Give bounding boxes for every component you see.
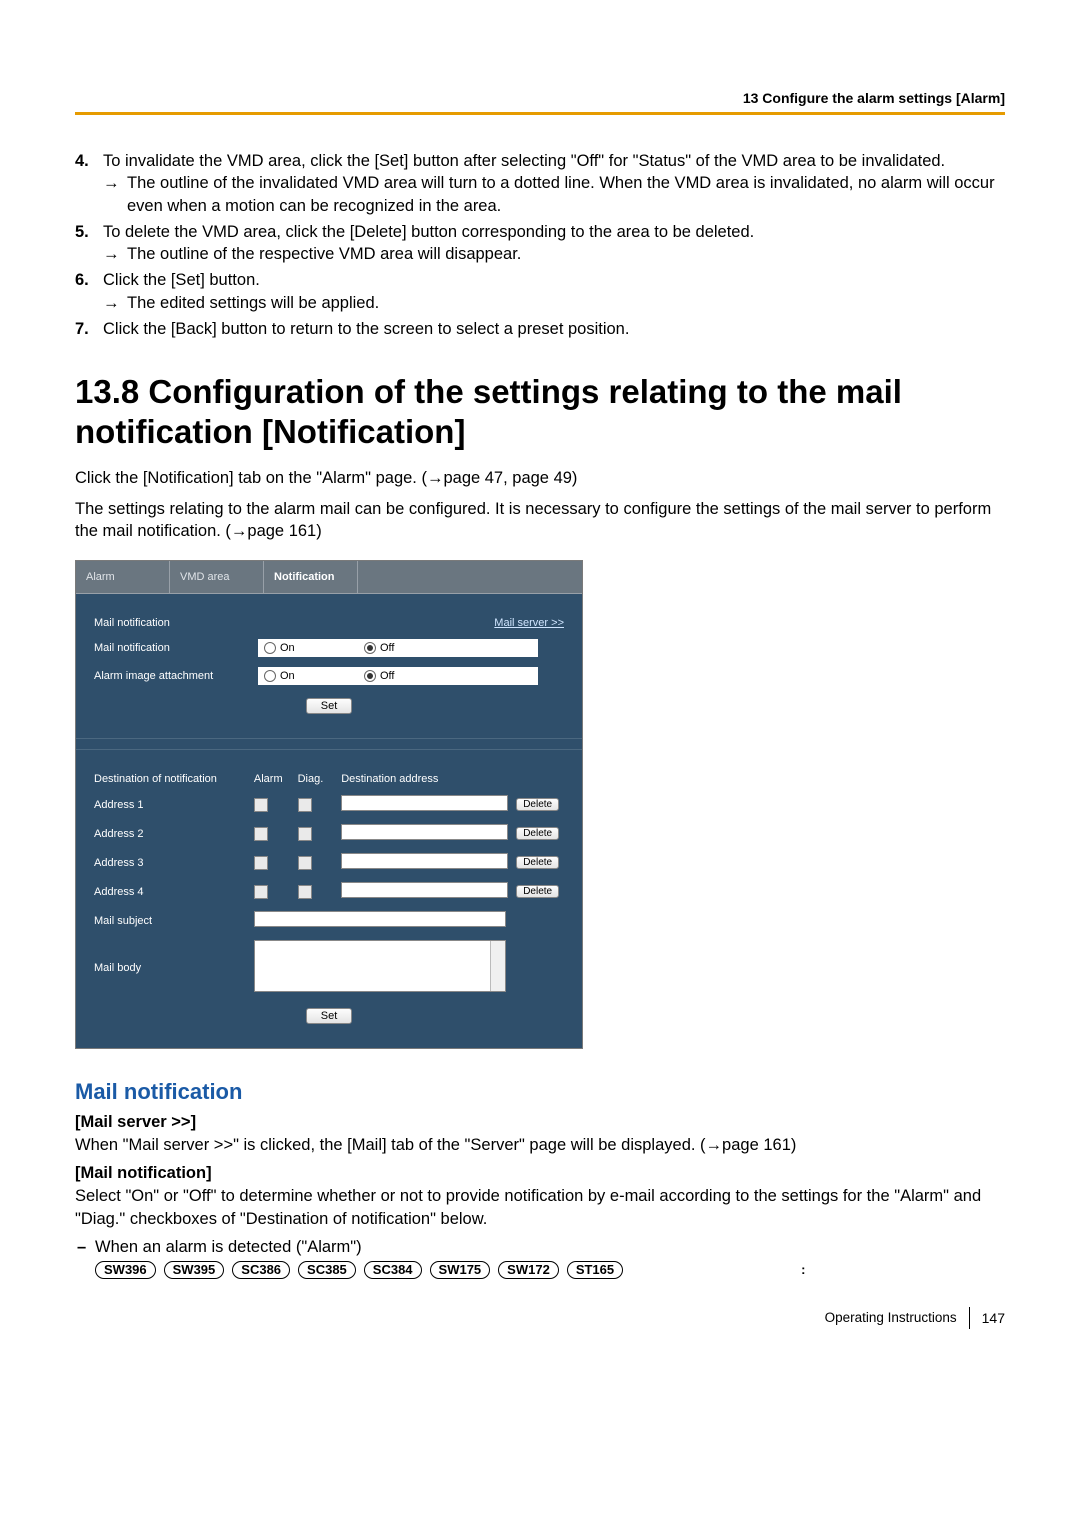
addr1-diag-checkbox[interactable] (298, 798, 312, 812)
radio-label: On (280, 670, 295, 682)
footer-text: Operating Instructions (825, 1310, 957, 1325)
section-para-1: Click the [Notification] tab on the "Ala… (75, 467, 1005, 489)
tab-vmd-area[interactable]: VMD area (170, 561, 264, 593)
dash-line-alarm: When an alarm is detected ("Alarm") (75, 1238, 1005, 1257)
page-footer: Operating Instructions 147 (825, 1307, 1005, 1329)
addr3-diag-checkbox[interactable] (298, 856, 312, 870)
step-text: To invalidate the VMD area, click the [S… (103, 152, 945, 170)
addr4-delete-button[interactable]: Delete (516, 885, 559, 898)
mail-notification-text: Select "On" or "Off" to determine whethe… (75, 1185, 1005, 1230)
para-text: When "Mail server >>" is clicked, the [M… (75, 1136, 706, 1154)
addr4-diag-checkbox[interactable] (298, 885, 312, 899)
badge: SW175 (430, 1261, 491, 1279)
mail-body-textarea[interactable] (254, 940, 506, 992)
step-number: 6. (75, 269, 89, 291)
model-badges: SW396 SW395 SC386 SC385 SC384 SW175 SW17… (75, 1261, 1005, 1279)
mail-server-link[interactable]: Mail server >> (494, 617, 564, 629)
notification-settings-screenshot: Alarm VMD area Notification Mail notific… (75, 560, 583, 1049)
para-text: page 161) (247, 522, 321, 540)
badge: ST165 (567, 1261, 623, 1279)
step-text: Click the [Back] button to return to the… (103, 320, 629, 338)
badge: SC384 (364, 1261, 422, 1279)
mail-server-text: When "Mail server >>" is clicked, the [M… (75, 1134, 1005, 1156)
alarm-image-attachment-label: Alarm image attachment (90, 662, 254, 690)
para-text: Click the [Notification] tab on the "Ala… (75, 469, 427, 487)
para-text: The settings relating to the alarm mail … (75, 500, 991, 540)
step-number: 5. (75, 221, 89, 243)
footer-separator (969, 1307, 970, 1329)
set-button-2[interactable]: Set (306, 1008, 353, 1024)
mail-notification-label: Mail notification (90, 634, 254, 662)
addr4-input[interactable] (341, 882, 508, 898)
mail-body-label: Mail body (90, 935, 250, 1000)
addr1-alarm-checkbox[interactable] (254, 798, 268, 812)
step-5: 5. To delete the VMD area, click the [De… (75, 221, 1005, 266)
badge: SW396 (95, 1261, 156, 1279)
page-header: 13 Configure the alarm settings [Alarm] (75, 90, 1005, 115)
set-button-1[interactable]: Set (306, 698, 353, 714)
radio-label: Off (380, 642, 394, 654)
step-sub: The outline of the invalidated VMD area … (103, 172, 1005, 217)
tab-alarm[interactable]: Alarm (76, 561, 170, 593)
mail-server-heading: [Mail server >>] (75, 1113, 1005, 1132)
addr1-delete-button[interactable]: Delete (516, 798, 559, 811)
radio-label: Off (380, 670, 394, 682)
numbered-steps: 4. To invalidate the VMD area, click the… (75, 150, 1005, 340)
address-1-label: Address 1 (90, 790, 250, 819)
step-text: Click the [Set] button. (103, 271, 260, 289)
address-2-label: Address 2 (90, 819, 250, 848)
tab-bar: Alarm VMD area Notification (76, 561, 582, 594)
colon: : (801, 1262, 805, 1277)
badge: SC386 (232, 1261, 290, 1279)
addr3-delete-button[interactable]: Delete (516, 856, 559, 869)
addr2-input[interactable] (341, 824, 508, 840)
section-para-2: The settings relating to the alarm mail … (75, 498, 1005, 543)
mail-notification-on-radio[interactable] (264, 642, 276, 654)
para-text: page 161) (722, 1136, 796, 1154)
step-number: 7. (75, 318, 89, 340)
mail-notification-subtitle: Mail notification (75, 1079, 1005, 1105)
mail-notification-heading: [Mail notification] (75, 1164, 1005, 1183)
step-7: 7. Click the [Back] button to return to … (75, 318, 1005, 340)
mail-subject-label: Mail subject (90, 906, 250, 935)
radio-label: On (280, 642, 295, 654)
step-text: To delete the VMD area, click the [Delet… (103, 223, 754, 241)
section-title: 13.8 Configuration of the settings relat… (75, 372, 1005, 451)
badge: SW172 (498, 1261, 559, 1279)
para-text: page 47, page 49) (443, 469, 577, 487)
badge: SW395 (164, 1261, 225, 1279)
mail-notification-header-label: Mail notification (90, 612, 254, 634)
step-sub: The edited settings will be applied. (103, 292, 1005, 314)
addr2-diag-checkbox[interactable] (298, 827, 312, 841)
addr3-input[interactable] (341, 853, 508, 869)
tab-notification[interactable]: Notification (264, 561, 358, 593)
mail-notification-off-radio[interactable] (364, 642, 376, 654)
step-number: 4. (75, 150, 89, 172)
alarm-image-on-radio[interactable] (264, 670, 276, 682)
step-6: 6. Click the [Set] button. The edited se… (75, 269, 1005, 314)
step-sub: The outline of the respective VMD area w… (103, 243, 1005, 265)
addr3-alarm-checkbox[interactable] (254, 856, 268, 870)
col-diag-label: Diag. (294, 768, 338, 790)
mail-notification-radio-group: On Off (258, 639, 538, 657)
mail-subject-input[interactable] (254, 911, 506, 927)
addr2-delete-button[interactable]: Delete (516, 827, 559, 840)
addr4-alarm-checkbox[interactable] (254, 885, 268, 899)
col-address-label: Destination address (337, 768, 512, 790)
destination-header-label: Destination of notification (90, 768, 250, 790)
alarm-image-attachment-radio-group: On Off (258, 667, 538, 685)
page-number: 147 (982, 1310, 1005, 1326)
badge: SC385 (298, 1261, 356, 1279)
addr1-input[interactable] (341, 795, 508, 811)
alarm-image-off-radio[interactable] (364, 670, 376, 682)
col-alarm-label: Alarm (250, 768, 294, 790)
address-4-label: Address 4 (90, 877, 250, 906)
address-3-label: Address 3 (90, 848, 250, 877)
step-4: 4. To invalidate the VMD area, click the… (75, 150, 1005, 217)
addr2-alarm-checkbox[interactable] (254, 827, 268, 841)
